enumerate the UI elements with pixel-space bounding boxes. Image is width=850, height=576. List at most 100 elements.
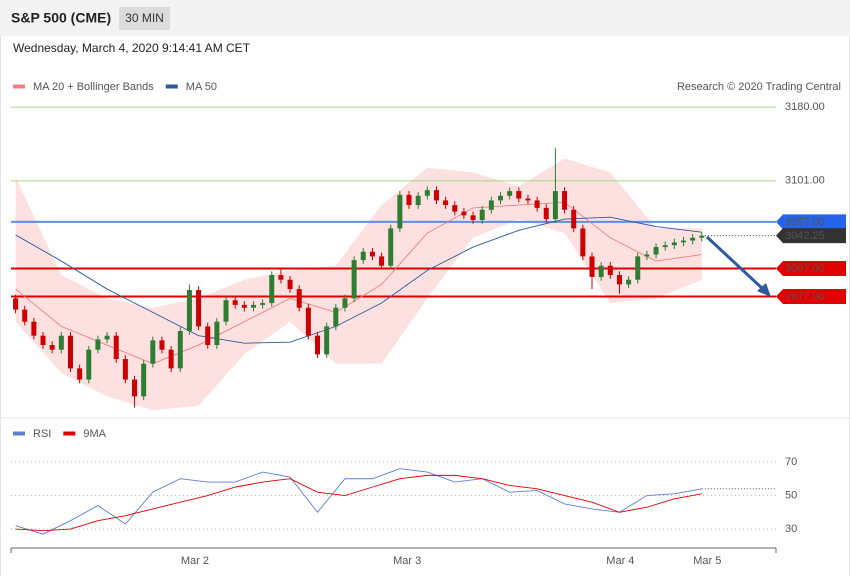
level-label: 3007.00 xyxy=(785,263,825,275)
level-label: 3057.00 xyxy=(785,216,825,228)
candle-body xyxy=(278,275,284,280)
candle-body xyxy=(406,194,412,206)
candle-body xyxy=(31,321,37,336)
legend-swatch xyxy=(13,431,25,436)
candle-body xyxy=(58,335,64,350)
candle-body xyxy=(132,379,138,397)
rsi-line xyxy=(15,468,702,535)
x-tick-label: Mar 2 xyxy=(181,555,209,567)
candle-body xyxy=(305,307,311,336)
candle-body xyxy=(287,279,293,290)
legend-label: 9MA xyxy=(83,428,106,440)
candle-body xyxy=(67,335,73,369)
candle-body xyxy=(379,256,385,266)
candle-body xyxy=(571,209,577,229)
candle-body xyxy=(333,307,339,327)
forecast-arrow xyxy=(705,235,766,292)
y-tick-label: 50 xyxy=(785,489,797,501)
timestamp: Wednesday, March 4, 2020 9:14:41 AM CET xyxy=(13,41,251,55)
candle-body xyxy=(598,265,604,277)
moving-average xyxy=(15,216,702,344)
candle-body xyxy=(388,228,394,266)
candle-body xyxy=(269,275,275,304)
timeframe[interactable]: 30 MIN xyxy=(125,11,164,25)
legend-label: MA 50 xyxy=(186,81,217,93)
symbol: S&P 500 (CME) xyxy=(11,10,111,26)
legend-label: RSI xyxy=(33,428,51,440)
candle-body xyxy=(424,190,430,196)
candle-body xyxy=(644,254,650,257)
candle-body xyxy=(296,289,302,308)
candle-body xyxy=(232,300,238,305)
level-label: 3101.00 xyxy=(785,175,825,187)
level-box xyxy=(776,261,846,277)
candle-body xyxy=(241,304,247,308)
timeframe-box[interactable] xyxy=(119,7,170,30)
candle-body xyxy=(196,289,202,327)
candle-body xyxy=(214,321,220,346)
candle-body xyxy=(260,303,266,305)
last-price-label: 3042.25 xyxy=(785,230,825,242)
candle-body xyxy=(415,195,421,206)
candle-body xyxy=(77,368,83,380)
candle-body xyxy=(635,256,641,280)
candle-body xyxy=(690,237,696,241)
candle-body xyxy=(607,265,613,276)
candle-body xyxy=(104,335,110,340)
candle-body xyxy=(507,191,513,196)
x-tick-label: Mar 4 xyxy=(606,555,634,567)
y-tick-label: 70 xyxy=(785,456,797,468)
rsi-line xyxy=(15,474,702,532)
candle-body xyxy=(369,251,375,257)
candle-body xyxy=(360,251,366,261)
candle-body xyxy=(205,326,211,346)
legend-swatch xyxy=(13,84,25,89)
legend-swatch xyxy=(63,431,76,436)
candle-body xyxy=(525,198,531,201)
candle-body xyxy=(113,335,119,360)
candle-body xyxy=(562,191,568,210)
candle-body xyxy=(49,345,55,350)
candle-body xyxy=(653,247,659,255)
candle-body xyxy=(168,349,174,369)
candle-body xyxy=(498,195,504,201)
credit: Research © 2020 Trading Central xyxy=(677,81,841,93)
x-tick-label: Mar 3 xyxy=(393,555,421,567)
candle-body xyxy=(470,215,476,221)
candle-body xyxy=(580,228,586,257)
y-tick-label: 30 xyxy=(785,523,797,535)
level-label: 3180.00 xyxy=(785,101,825,113)
candle-body xyxy=(543,207,549,220)
candle-body xyxy=(324,326,330,355)
candle-body xyxy=(86,349,92,380)
level-box xyxy=(776,214,846,230)
candle-body xyxy=(150,340,156,364)
candle-body xyxy=(443,200,449,206)
candle-body xyxy=(13,298,19,310)
candle-body xyxy=(516,191,522,199)
x-tick-label: Mar 5 xyxy=(693,555,721,567)
legend-label: MA 20 + Bollinger Bands xyxy=(33,81,154,93)
candle-body xyxy=(186,289,192,332)
candle-body xyxy=(699,235,705,238)
candle-body xyxy=(342,298,348,308)
candle-body xyxy=(95,339,101,350)
candle-body xyxy=(250,304,256,308)
forecast-arrowhead xyxy=(757,283,771,297)
candle-body xyxy=(22,309,28,322)
bollinger-band xyxy=(15,158,702,411)
candle-body xyxy=(681,240,687,243)
candle-body xyxy=(488,200,494,210)
candle-body xyxy=(122,359,128,380)
candle-body xyxy=(397,194,403,229)
candle-body xyxy=(433,190,439,201)
candle-body xyxy=(662,245,668,248)
candle-body xyxy=(671,242,677,246)
candle-body xyxy=(177,331,183,369)
level-label: 2977.00 xyxy=(785,291,825,303)
candle-body xyxy=(452,205,458,212)
candle-body xyxy=(589,256,595,277)
legend-swatch xyxy=(165,84,178,89)
candle-body xyxy=(534,200,540,208)
